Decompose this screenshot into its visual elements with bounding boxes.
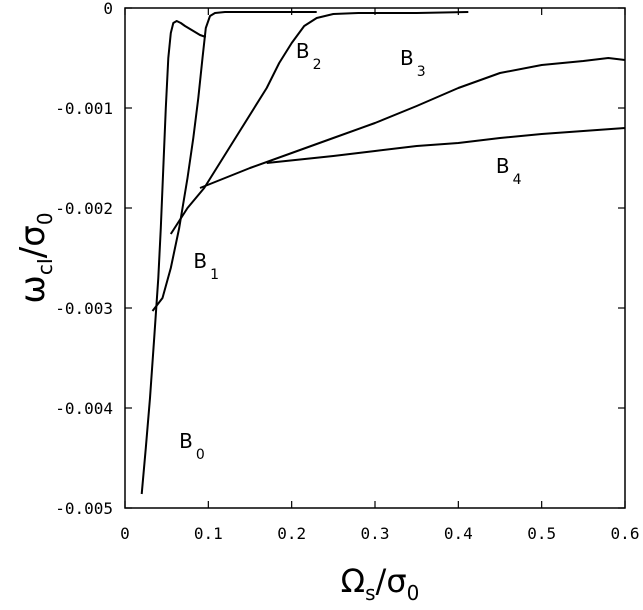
x-axis-sub: s bbox=[365, 581, 375, 605]
y-tick-label: -0.005 bbox=[55, 499, 113, 518]
y-tick-label: 0 bbox=[103, 0, 113, 18]
y-axis: 0 -0.001 -0.002 -0.003 -0.004 -0.005 bbox=[55, 0, 625, 518]
x-tick-label: 0.3 bbox=[361, 524, 390, 543]
curve-label-b3: B3 bbox=[400, 46, 426, 80]
x-tick-label: 0.2 bbox=[277, 524, 306, 543]
y-axis-symbol: ω bbox=[13, 275, 53, 303]
curve-labels: B0 B1 B2 B3 B4 bbox=[179, 39, 521, 463]
y-tick-label: -0.001 bbox=[55, 99, 113, 118]
x-tick-label: 0.1 bbox=[194, 524, 223, 543]
series-layer bbox=[140, 11, 626, 495]
series-line-b2 bbox=[169, 11, 469, 235]
x-tick-label: 0.5 bbox=[527, 524, 556, 543]
curve-label-b0: B0 bbox=[179, 429, 205, 463]
series-line-b3 bbox=[199, 57, 626, 189]
curve-label-b1: B1 bbox=[193, 249, 219, 283]
y-tick-label: -0.002 bbox=[55, 199, 113, 218]
curve-label-b2: B2 bbox=[296, 39, 322, 73]
x-tick-label: 0.6 bbox=[611, 524, 640, 543]
y-axis-title: ωcI/σ0 bbox=[13, 212, 57, 303]
y-axis-denom-sub: 0 bbox=[33, 212, 57, 225]
series-line-b4 bbox=[266, 127, 626, 164]
x-axis-title: Ωs/σ0 bbox=[341, 562, 420, 605]
y-axis-denom: σ bbox=[13, 225, 53, 247]
x-tick-label: 0.4 bbox=[444, 524, 473, 543]
x-axis: 0 0.1 0.2 0.3 0.4 0.5 0.6 bbox=[120, 8, 639, 543]
x-tick-label: 0 bbox=[120, 524, 130, 543]
curve-label-b4: B4 bbox=[496, 154, 522, 188]
x-axis-denom: σ bbox=[386, 562, 406, 600]
x-axis-symbol: Ω bbox=[341, 562, 365, 600]
y-tick-label: -0.004 bbox=[55, 399, 113, 418]
y-axis-sub: cI bbox=[33, 258, 57, 275]
x-axis-denom-sub: 0 bbox=[407, 581, 420, 605]
series-line-b1 bbox=[151, 11, 317, 312]
series-line-b0 bbox=[140, 20, 207, 495]
y-tick-label: -0.003 bbox=[55, 299, 113, 318]
